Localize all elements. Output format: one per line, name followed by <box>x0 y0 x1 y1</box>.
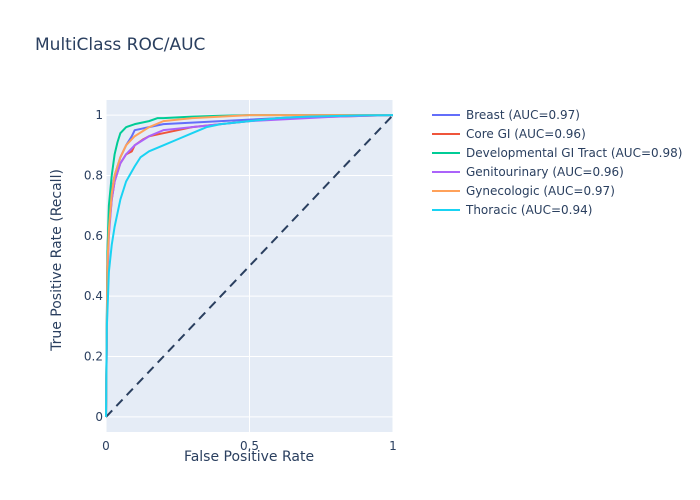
x-tick-label: 0.5 <box>240 439 259 453</box>
legend-item[interactable]: Breast (AUC=0.97) <box>432 108 580 122</box>
roc-series-line <box>105 114 393 417</box>
legend-label: Genitourinary (AUC=0.96) <box>466 165 624 179</box>
roc-series-line <box>105 114 394 417</box>
grid-lines <box>105 100 394 432</box>
y-axis-ticks: 0 0.2 0.4 0.6 0.8 1 <box>84 108 103 424</box>
legend-item[interactable]: Thoracic (AUC=0.94) <box>432 203 592 217</box>
legend-item[interactable]: Gynecologic (AUC=0.97) <box>432 184 615 198</box>
x-axis-ticks: 0 0.5 1 <box>102 439 397 453</box>
chart-title: MultiClass ROC/AUC <box>35 35 205 55</box>
y-tick-label: 0.2 <box>84 350 103 364</box>
x-tick-label: 0 <box>102 439 110 453</box>
legend-label: Core GI (AUC=0.96) <box>466 127 586 141</box>
y-tick-label: 0.4 <box>84 289 103 303</box>
y-tick-label: 1 <box>95 108 103 122</box>
legend-label: Gynecologic (AUC=0.97) <box>466 184 615 198</box>
y-tick-label: 0.8 <box>84 168 103 182</box>
legend-item[interactable]: Developmental GI Tract (AUC=0.98) <box>432 146 682 160</box>
legend-item[interactable]: Core GI (AUC=0.96) <box>432 127 586 141</box>
x-tick-label: 1 <box>389 439 397 453</box>
y-axis-title: True Positive Rate (Recall) <box>49 169 65 352</box>
legend-item[interactable]: Genitourinary (AUC=0.96) <box>432 165 624 179</box>
x-axis-title: False Positive Rate <box>184 449 314 465</box>
legend-label: Developmental GI Tract (AUC=0.98) <box>466 146 682 160</box>
series-layer <box>105 114 394 418</box>
y-tick-label: 0.6 <box>84 229 103 243</box>
legend-label: Breast (AUC=0.97) <box>466 108 580 122</box>
legend-label: Thoracic (AUC=0.94) <box>465 203 592 217</box>
legend[interactable]: Breast (AUC=0.97) Core GI (AUC=0.96) Devel… <box>432 108 682 217</box>
y-tick-label: 0 <box>95 410 103 424</box>
random-classifier-line <box>105 114 394 418</box>
